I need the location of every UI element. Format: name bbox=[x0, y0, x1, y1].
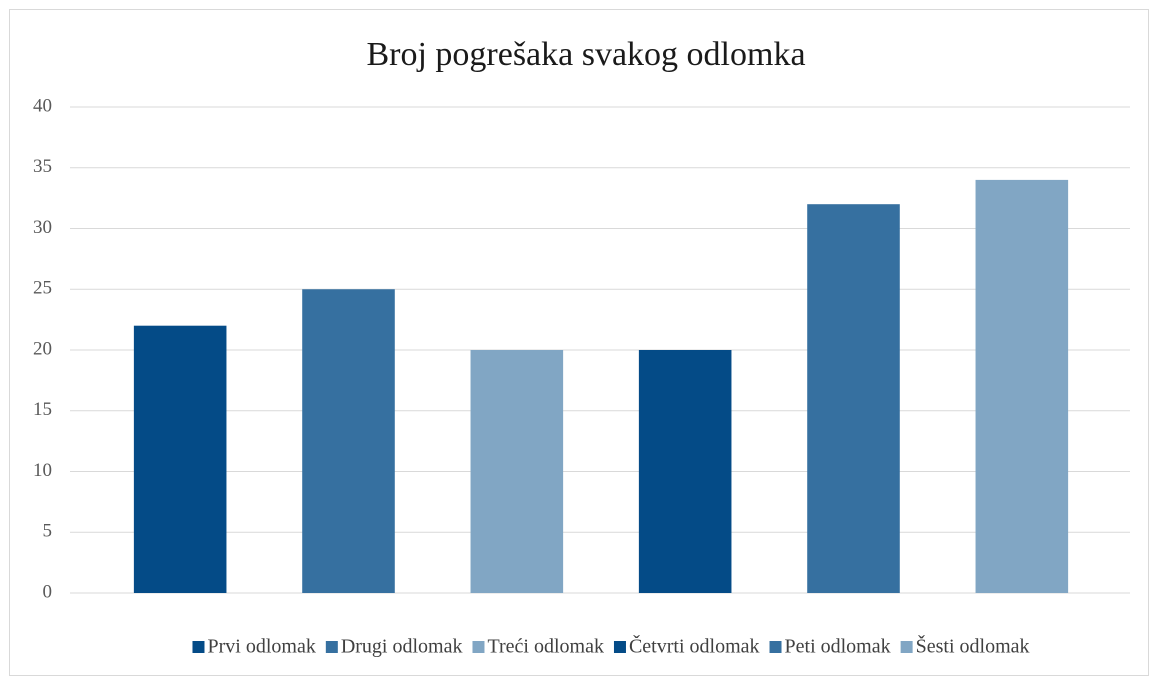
legend-label: Drugi odlomak bbox=[341, 636, 463, 658]
bar bbox=[975, 179, 1069, 593]
y-tick-label: 35 bbox=[33, 156, 52, 177]
y-tick-label: 20 bbox=[33, 338, 52, 359]
legend-label: Prvi odlomak bbox=[207, 636, 315, 658]
legend-swatch bbox=[900, 641, 913, 653]
legend-label: Treći odlomak bbox=[487, 636, 603, 658]
legend-label: Peti odlomak bbox=[785, 636, 891, 658]
legend-swatch bbox=[325, 641, 338, 653]
y-tick-label: 40 bbox=[33, 95, 52, 116]
y-tick-label: 0 bbox=[43, 581, 53, 602]
legend-swatch bbox=[613, 641, 626, 653]
legend-swatch bbox=[192, 641, 205, 653]
y-tick-label: 15 bbox=[33, 399, 52, 420]
y-tick-label: 10 bbox=[33, 460, 52, 481]
bar bbox=[133, 325, 227, 593]
y-tick-label: 5 bbox=[43, 521, 53, 542]
legend-swatch bbox=[472, 641, 485, 653]
legend-label: Šesti odlomak bbox=[916, 634, 1030, 658]
legend-swatch bbox=[769, 641, 782, 653]
bar bbox=[302, 289, 395, 593]
chart-title: Broj pogrešaka svakog odlomka bbox=[366, 36, 805, 73]
legend-label: Četvrti odlomak bbox=[629, 634, 760, 658]
y-tick-label: 30 bbox=[33, 217, 52, 238]
bar bbox=[807, 204, 900, 593]
bar bbox=[638, 350, 732, 593]
y-tick-label: 25 bbox=[33, 278, 52, 299]
bar bbox=[470, 350, 564, 593]
